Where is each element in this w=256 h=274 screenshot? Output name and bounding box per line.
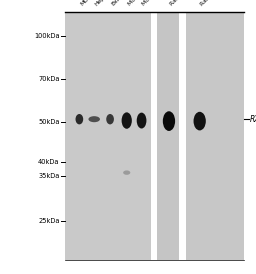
Text: 70kDa: 70kDa bbox=[38, 76, 60, 82]
Text: Rat kidney: Rat kidney bbox=[200, 0, 226, 7]
Text: 35kDa: 35kDa bbox=[38, 173, 60, 179]
Text: BxPC-3: BxPC-3 bbox=[110, 0, 129, 7]
Text: 40kDa: 40kDa bbox=[38, 159, 60, 165]
Text: MCF7: MCF7 bbox=[79, 0, 95, 7]
Text: 25kDa: 25kDa bbox=[38, 218, 60, 224]
Text: 50kDa: 50kDa bbox=[38, 119, 60, 125]
Text: RXRα: RXRα bbox=[250, 115, 256, 124]
Text: 100kDa: 100kDa bbox=[34, 33, 60, 39]
Text: HepG2: HepG2 bbox=[94, 0, 112, 7]
Text: Mouse liver: Mouse liver bbox=[127, 0, 155, 7]
Text: Mouse brain: Mouse brain bbox=[142, 0, 171, 7]
Text: Rat liver: Rat liver bbox=[169, 0, 190, 7]
